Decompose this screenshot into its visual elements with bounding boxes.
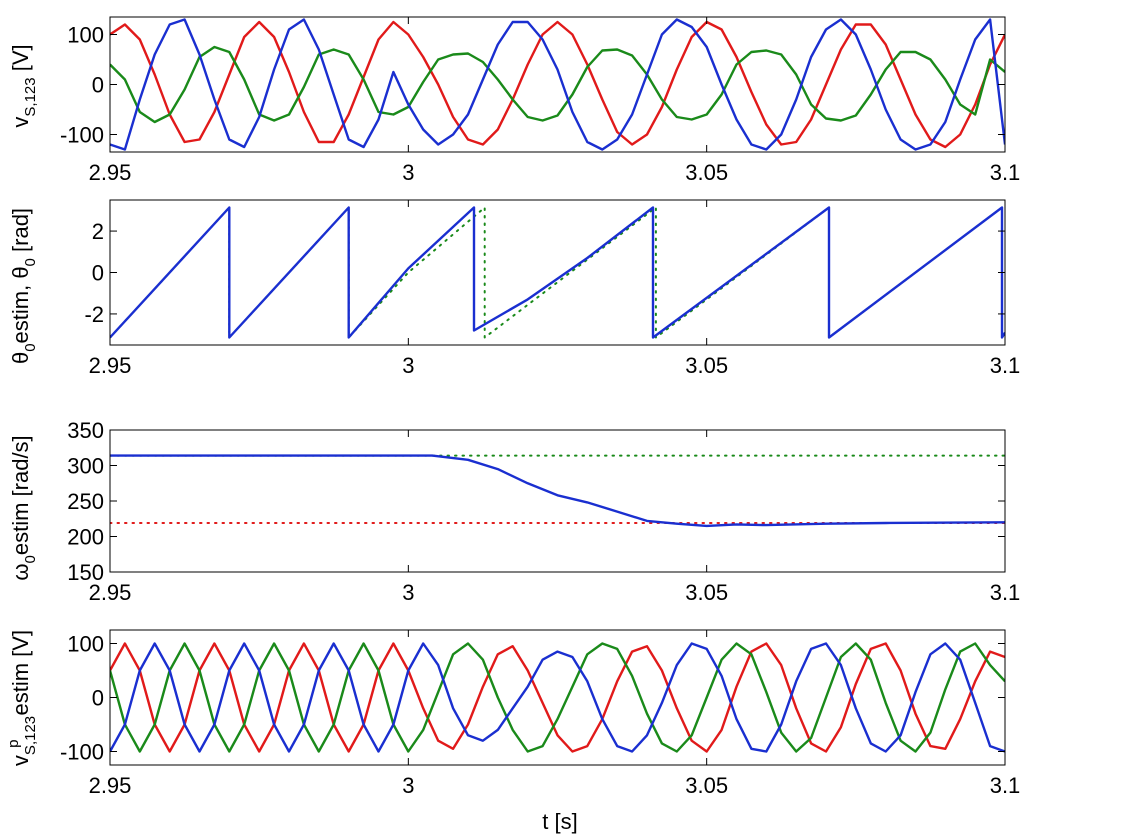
series-line-1-1 — [110, 20, 1005, 149]
y-tick-label: 2 — [92, 219, 104, 244]
x-tick-label: 3.05 — [685, 353, 728, 378]
y-tick-label: 0 — [92, 261, 104, 286]
axes-frame-3 — [109, 429, 1006, 573]
x-tick-label: 3 — [402, 773, 414, 798]
series-line-4-1 — [110, 642, 1005, 753]
panel-3: 2.95 3 3.05 3.1 150 200 250 300 350 — [67, 418, 1020, 605]
panel-2: 2.95 3 3.05 3.1 -2 0 2 — [84, 199, 1021, 378]
x-tick-label: 3.1 — [990, 773, 1021, 798]
series-group-2 — [110, 206, 1005, 339]
series-line-3-3 — [110, 454, 1005, 528]
x-tick-label: 2.95 — [89, 773, 132, 798]
series-line-2-1 — [110, 206, 1005, 339]
x-tick-label: 3.1 — [990, 160, 1021, 185]
x-tick-label: 3.05 — [685, 160, 728, 185]
series-line-1-3 — [110, 18, 1005, 151]
x-tick-label: 3.05 — [685, 580, 728, 605]
x-tick-label: 2.95 — [89, 580, 132, 605]
series-group-4 — [110, 642, 1005, 753]
x-tick-label: 2.95 — [89, 353, 132, 378]
y-tick-label: 300 — [67, 454, 104, 479]
panel-4: 2.95 3 3.05 3.1 -100 0 100 — [60, 629, 1021, 798]
y-tick-label: 250 — [67, 489, 104, 514]
y-tick-label: 0 — [92, 73, 104, 98]
series-line-2-2 — [110, 206, 1005, 339]
x-tick-label: 3.1 — [990, 580, 1021, 605]
series-group-3 — [110, 454, 1005, 528]
series-line-4-3 — [110, 642, 1005, 753]
y-tick-label: -100 — [60, 740, 104, 765]
x-tick-label: 3.05 — [685, 773, 728, 798]
y-tick-label: 150 — [67, 560, 104, 585]
y-tick-label: 350 — [67, 418, 104, 443]
x-tick-label: 3 — [402, 160, 414, 185]
y-tick-label: 0 — [92, 686, 104, 711]
y-tick-label: -2 — [84, 302, 104, 327]
y-tick-label: 100 — [67, 23, 104, 48]
series-line-1-2 — [110, 45, 1005, 124]
ylabel-panel-3: ω0estim [rad/s] — [8, 435, 39, 580]
ylabel-panel-2: θ0estim, θ0 [rad] — [8, 208, 39, 364]
panel-1: 2.95 3 3.05 3.1 -100 0 100 — [60, 16, 1021, 185]
ylabel-panel-1: vS,123 [V] — [8, 44, 39, 127]
axes-frame-2 — [109, 199, 1006, 346]
ylabel-panel-4: vS,123pestim [V] — [5, 630, 39, 766]
y-tick-label: 200 — [67, 525, 104, 550]
x-tick-label: 3 — [402, 353, 414, 378]
series-group-1 — [110, 18, 1005, 151]
x-tick-label: 2.95 — [89, 160, 132, 185]
y-tick-label: 100 — [67, 632, 104, 657]
x-tick-label: 3 — [402, 580, 414, 605]
xlabel: t [s] — [542, 809, 577, 834]
y-tick-label: -100 — [60, 123, 104, 148]
x-tick-label: 3.1 — [990, 353, 1021, 378]
